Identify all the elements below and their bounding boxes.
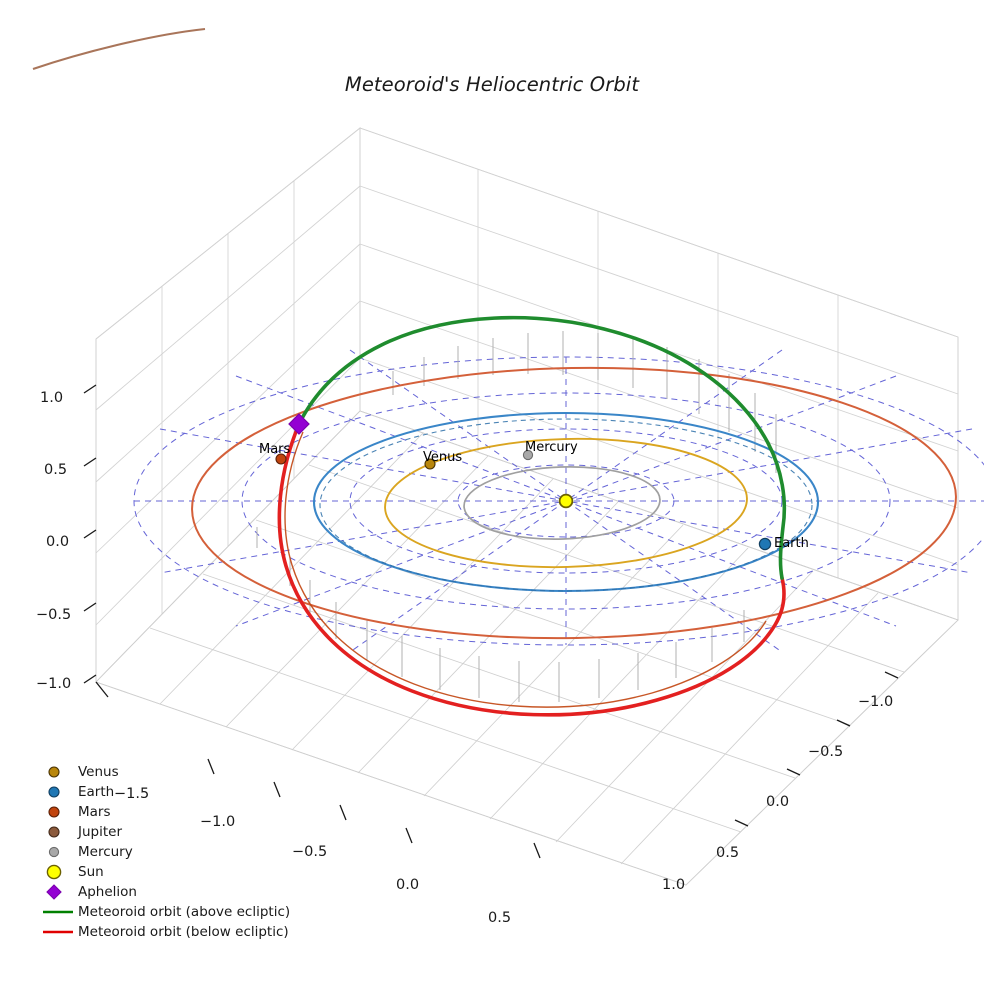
- x-tick-3: −0.5: [292, 844, 328, 860]
- green-line-icon: [43, 910, 73, 914]
- label-mars: Mars: [259, 442, 291, 457]
- legend-item-aphelion[interactable]: Aphelion: [42, 882, 294, 902]
- legend-item-mars[interactable]: Mars: [42, 802, 294, 822]
- marker-mercury: [522, 449, 534, 461]
- legend-item-meteoroid-above[interactable]: Meteoroid orbit (above ecliptic): [42, 902, 294, 922]
- z-tick-2: 0.5: [44, 462, 68, 478]
- y-tick-5: −1.0: [858, 694, 894, 710]
- label-mercury: Mercury: [525, 440, 578, 455]
- mercury-icon: [48, 846, 60, 858]
- orbit-mercury: [463, 466, 661, 540]
- z-tick-4: −0.5: [36, 607, 72, 623]
- legend-label-mercury: Mercury: [78, 844, 133, 860]
- meteoroid-orbit-below: [277, 422, 786, 717]
- legend-label-sun: Sun: [78, 864, 104, 880]
- legend-item-meteoroid-below[interactable]: Meteoroid orbit (below ecliptic): [42, 922, 294, 942]
- label-earth: Earth: [774, 536, 809, 551]
- y-tick-2: 0.5: [716, 845, 740, 861]
- legend: Venus Earth Mars Jupiter Mercury: [42, 762, 294, 942]
- x-tick-4: 0.0: [396, 877, 420, 893]
- venus-icon: [48, 766, 60, 778]
- legend-label-mars: Mars: [78, 804, 111, 820]
- red-line-icon: [43, 930, 73, 934]
- meteoroid-orbit-above: [297, 315, 787, 580]
- y-tick-1: 1.0: [662, 877, 686, 893]
- orbit-earth-projection: [319, 418, 813, 592]
- legend-label-meteoroid-above: Meteoroid orbit (above ecliptic): [78, 904, 291, 920]
- jupiter-icon: [48, 826, 60, 838]
- meteoroid-orbit-projection: [284, 431, 767, 708]
- legend-label-meteoroid-below: Meteoroid orbit (below ecliptic): [78, 924, 289, 940]
- marker-mars: [275, 453, 287, 465]
- legend-label-venus: Venus: [78, 764, 119, 780]
- axis-ticks: [83, 384, 899, 859]
- y-tick-3: 0.0: [766, 794, 790, 810]
- orbit-venus: [384, 437, 748, 569]
- x-tick-1: −1.5: [114, 786, 150, 802]
- x-tick-5: 0.5: [488, 910, 512, 926]
- y-tick-4: −0.5: [808, 744, 844, 760]
- legend-item-earth[interactable]: Earth: [42, 782, 294, 802]
- axes3d-panes: [95, 127, 959, 886]
- aphelion-diamond-icon: [46, 884, 62, 900]
- legend-item-venus[interactable]: Venus: [42, 762, 294, 782]
- pane-floor: [95, 410, 959, 886]
- z-tick-3: 0.0: [46, 534, 70, 550]
- earth-icon: [48, 786, 60, 798]
- orbit-mars: [191, 366, 957, 640]
- x-tick-2: −1.0: [200, 814, 236, 830]
- sun-icon: [46, 864, 62, 880]
- marker-sun: [558, 493, 574, 509]
- body-markers: [275, 413, 772, 551]
- chart-title: Meteoroid's Heliocentric Orbit: [344, 73, 640, 96]
- marker-aphelion: [288, 413, 310, 435]
- marker-earth: [758, 537, 772, 551]
- legend-label-aphelion: Aphelion: [78, 884, 137, 900]
- legend-item-jupiter[interactable]: Jupiter: [42, 822, 294, 842]
- z-tick-1: 1.0: [40, 390, 64, 406]
- legend-label-jupiter: Jupiter: [78, 824, 123, 840]
- legend-item-sun[interactable]: Sun: [42, 862, 294, 882]
- polar-circle-r2: [349, 428, 783, 574]
- marker-venus: [424, 458, 436, 470]
- orbit-earth: [312, 411, 820, 593]
- legend-label-earth: Earth: [78, 784, 115, 800]
- mars-icon: [48, 806, 60, 818]
- legend-item-mercury[interactable]: Mercury: [42, 842, 294, 862]
- orbit-jupiter: [32, 27, 206, 70]
- z-tick-5: −1.0: [36, 676, 72, 692]
- label-venus: Venus: [423, 450, 463, 465]
